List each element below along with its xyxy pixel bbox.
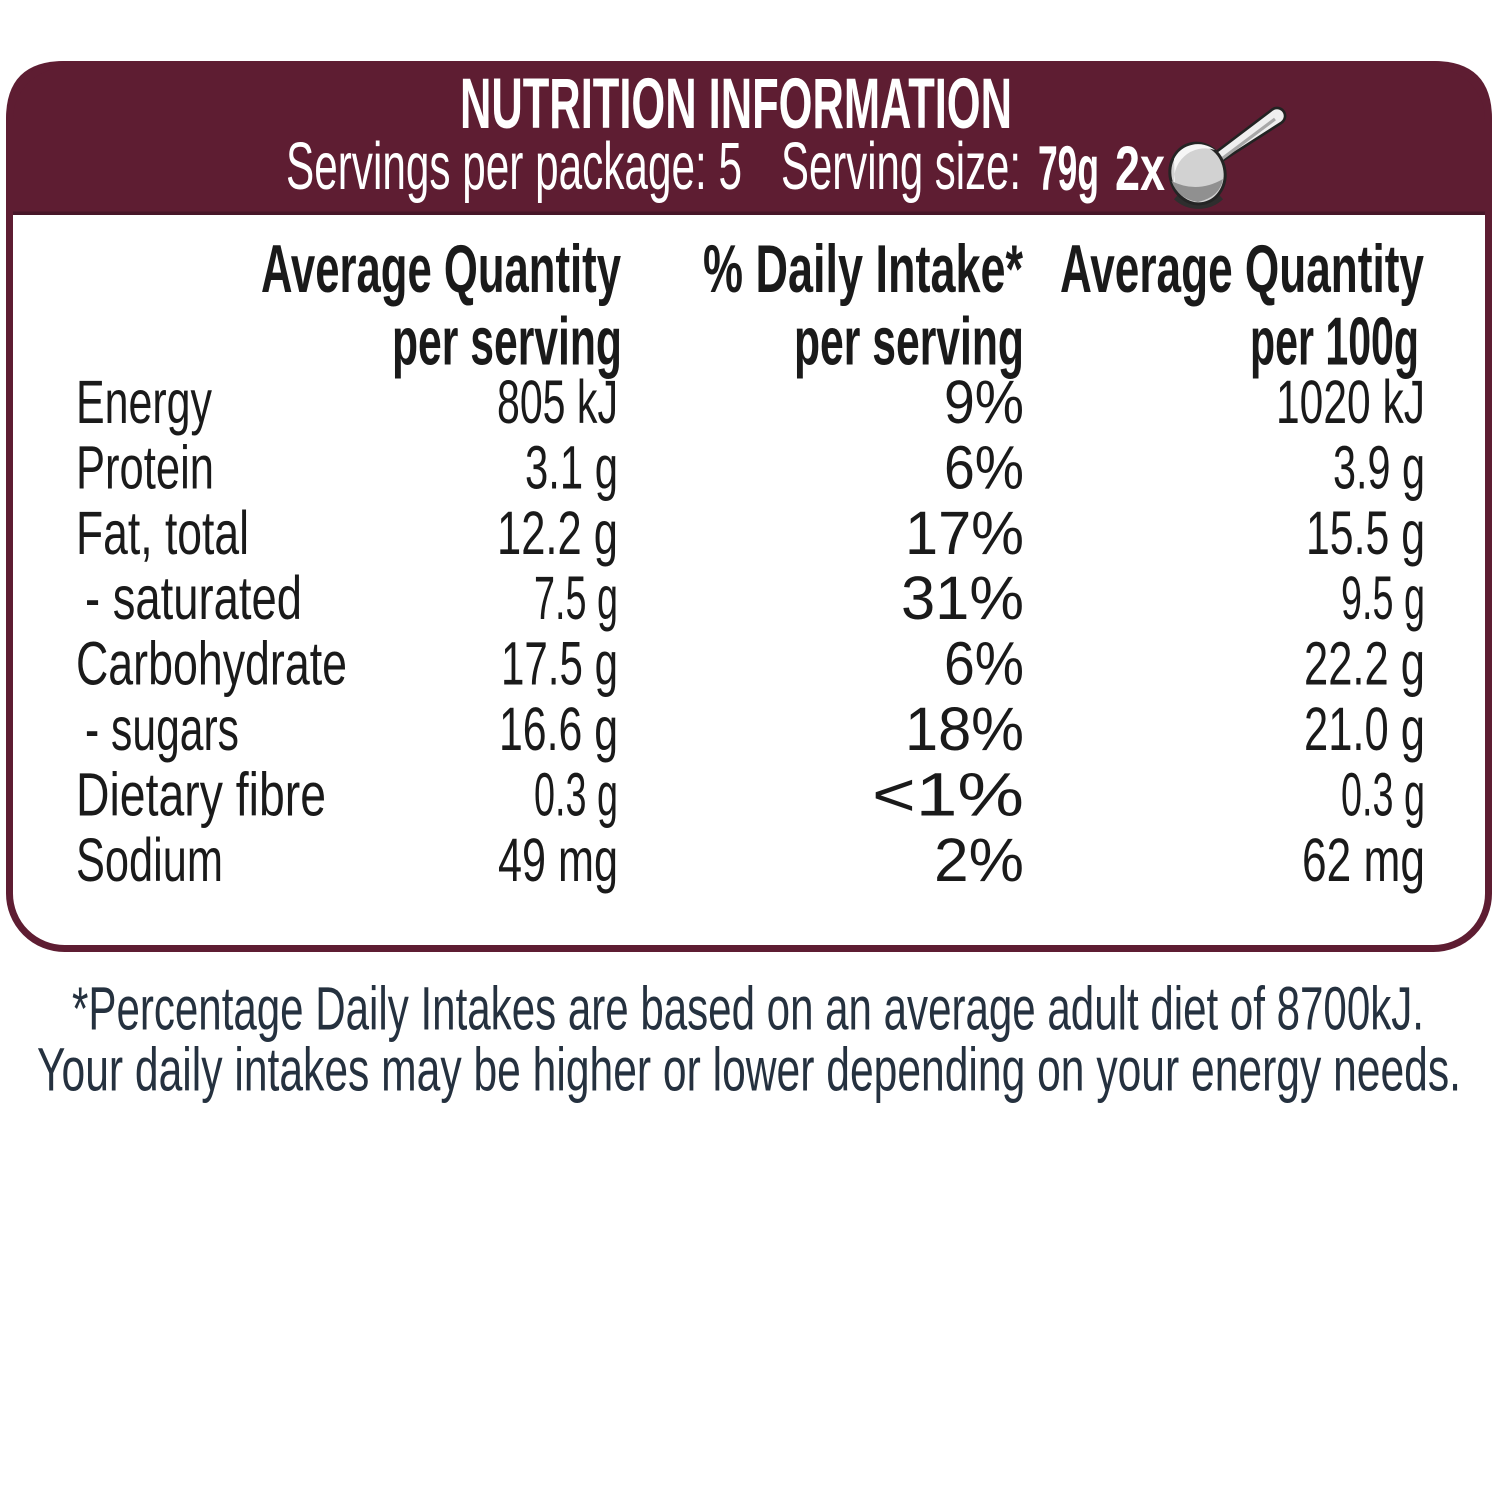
svg-text:Serving size:: Serving size: [781,129,1021,204]
svg-text:18%: 18% [905,695,1024,763]
svg-text:21.0 g: 21.0 g [1304,695,1425,763]
svg-text:<1%: <1% [872,760,1024,828]
svg-text:31%: 31% [901,564,1024,632]
svg-text:805 kJ: 805 kJ [497,368,618,436]
svg-text:16.6 g: 16.6 g [499,695,618,763]
svg-text:6%: 6% [944,630,1024,698]
svg-text:- saturated: - saturated [85,564,302,632]
svg-text:0.3 g: 0.3 g [534,760,618,828]
svg-text:Your daily intakes may be high: Your daily intakes may be higher or lowe… [37,1036,1461,1104]
svg-text:Average Quantity: Average Quantity [261,231,621,307]
svg-text:12.2 g: 12.2 g [497,499,618,567]
svg-text:*Percentage Daily Intakes are: *Percentage Daily Intakes are based on a… [72,975,1424,1043]
svg-text:62 mg: 62 mg [1302,826,1425,894]
svg-text:Energy: Energy [76,368,212,436]
svg-text:3.9 g: 3.9 g [1333,433,1425,501]
svg-text:17.5 g: 17.5 g [501,630,618,698]
svg-text:17%: 17% [905,499,1024,567]
svg-text:Sodium: Sodium [76,826,223,894]
svg-text:Protein: Protein [76,433,214,501]
svg-text:49 mg: 49 mg [498,826,618,894]
svg-text:- sugars: - sugars [85,695,239,763]
svg-text:per 100g: per 100g [1250,304,1419,380]
svg-text:Average Quantity: Average Quantity [1060,231,1424,307]
svg-text:per serving: per serving [794,304,1024,380]
svg-text:9.5 g: 9.5 g [1341,564,1425,632]
svg-text:22.2 g: 22.2 g [1304,630,1425,698]
svg-text:2x: 2x [1115,134,1165,204]
svg-text:3.1 g: 3.1 g [525,433,618,501]
svg-text:79g: 79g [1038,134,1099,204]
svg-text:NUTRITION INFORMATION: NUTRITION INFORMATION [460,65,1012,144]
svg-text:9%: 9% [944,368,1024,436]
svg-text:6%: 6% [944,433,1024,501]
svg-text:Servings per package: 5: Servings per package: 5 [286,129,742,204]
svg-text:per serving: per serving [392,304,622,380]
svg-text:15.5 g: 15.5 g [1306,499,1425,567]
svg-text:Fat, total: Fat, total [76,499,249,567]
svg-text:Carbohydrate: Carbohydrate [76,630,347,698]
svg-text:% Daily Intake*: % Daily Intake* [703,231,1023,307]
svg-text:2%: 2% [934,826,1024,894]
svg-text:1020 kJ: 1020 kJ [1276,368,1425,436]
svg-text:Dietary fibre: Dietary fibre [76,760,326,828]
svg-text:0.3 g: 0.3 g [1341,760,1425,828]
svg-text:7.5 g: 7.5 g [534,564,618,632]
